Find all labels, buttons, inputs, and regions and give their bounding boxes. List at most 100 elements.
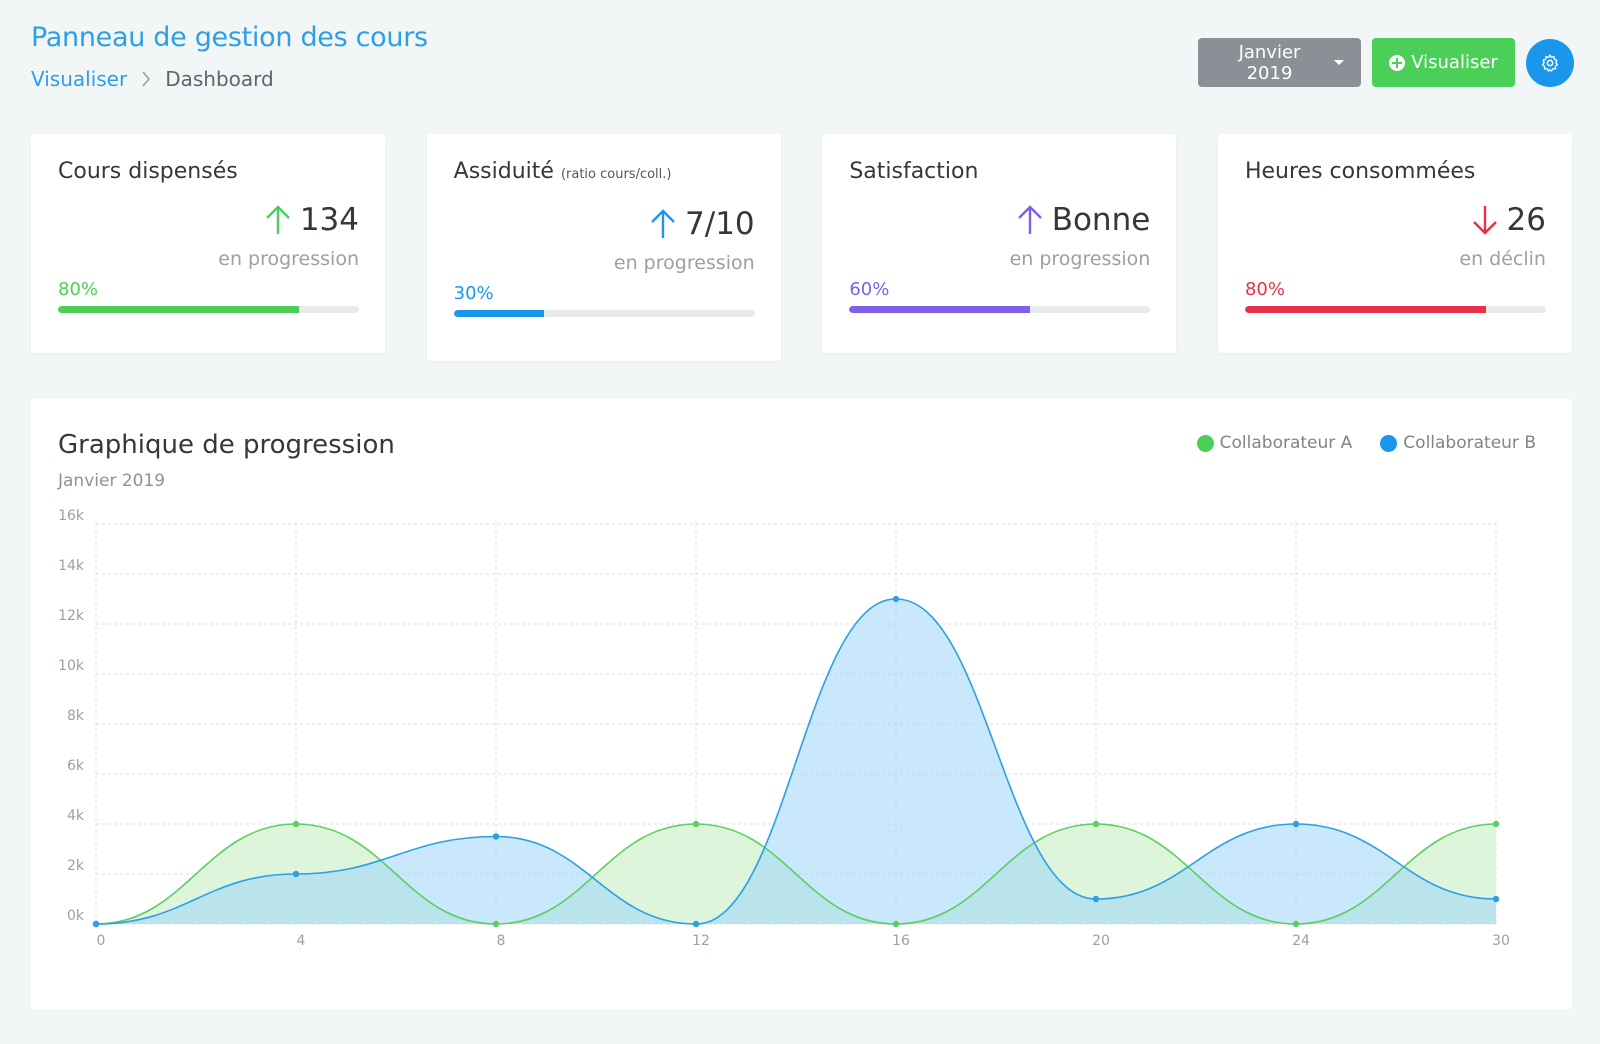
legend-dot-icon xyxy=(1196,434,1214,452)
series-line-b xyxy=(95,598,1497,925)
card-title: Satisfaction xyxy=(849,159,1150,184)
card-value-row: 134 xyxy=(58,202,359,238)
chart-legend: Collaborateur A Collaborateur B xyxy=(1196,433,1536,453)
y-tick-label: 16k xyxy=(58,508,85,524)
month-label: Janvier 2019 xyxy=(1238,41,1301,84)
stat-card-heures: Heures consommées 26 en déclin 80% xyxy=(1217,134,1572,353)
progress-bar xyxy=(453,310,755,317)
x-tick-label: 8 xyxy=(497,933,506,949)
progress-bar-fill xyxy=(453,310,544,317)
breadcrumb-current: Dashboard xyxy=(165,67,274,91)
data-point-b xyxy=(692,920,700,928)
card-title-text: Satisfaction xyxy=(849,159,979,184)
series-line-a xyxy=(95,823,1497,925)
data-point-b xyxy=(492,833,500,840)
data-point-b xyxy=(1292,820,1300,828)
progress-bar xyxy=(58,306,359,313)
progress-bar-fill xyxy=(1244,306,1486,313)
data-point-b xyxy=(92,920,100,928)
x-tick-label: 12 xyxy=(692,933,710,949)
page-header: Panneau de gestion des cours Visualiser … xyxy=(31,22,428,91)
card-percent: 80% xyxy=(1244,279,1285,300)
data-point-a xyxy=(292,820,300,828)
data-point-b xyxy=(292,870,300,878)
card-percent: 60% xyxy=(849,279,890,300)
y-tick-label: 12k xyxy=(58,608,85,624)
x-tick-label: 0 xyxy=(97,933,106,949)
card-title: Cours dispensés xyxy=(58,159,359,184)
arrow-up-icon xyxy=(264,204,292,236)
plus-circle-icon xyxy=(1389,54,1406,71)
y-tick-label: 4k xyxy=(67,808,85,824)
page-title: Panneau de gestion des cours xyxy=(31,22,428,53)
legend-item-collaborateur-b[interactable]: Collaborateur B xyxy=(1380,433,1536,453)
caret-down-icon xyxy=(1334,60,1344,65)
card-value: 134 xyxy=(299,202,359,238)
visualiser-button[interactable]: Visualiser xyxy=(1372,38,1515,87)
progress-bar-fill xyxy=(58,306,299,313)
card-title-note: (ratio cours/coll.) xyxy=(560,167,672,182)
arrow-up-icon xyxy=(649,208,677,240)
progression-chart: 0k 2k 4k 6k 8k 10k 12k 14k 16k 0 4 8 12 16 20 24 30 xyxy=(58,508,1510,949)
stat-card-satisfaction: Satisfaction Bonne en progression 60% xyxy=(822,134,1177,353)
data-point-a xyxy=(1092,820,1100,828)
x-tick-label: 20 xyxy=(1092,933,1110,949)
data-point-a xyxy=(692,820,700,828)
card-value: 7/10 xyxy=(685,206,755,242)
x-tick-label: 16 xyxy=(892,933,910,949)
breadcrumb-link-visualiser[interactable]: Visualiser xyxy=(31,67,128,91)
card-title: Heures consommées xyxy=(1245,159,1546,184)
chart-subtitle: Janvier 2019 xyxy=(58,471,166,491)
data-point-a xyxy=(892,920,900,928)
data-point-a xyxy=(492,920,500,928)
stat-cards: Cours dispensés 134 en progression 80% A… xyxy=(31,134,1572,361)
card-percent: 80% xyxy=(58,279,99,300)
card-trend-text: en progression xyxy=(1009,248,1151,270)
visualiser-label: Visualiser xyxy=(1411,52,1498,73)
card-title-text: Cours dispensés xyxy=(58,159,238,184)
settings-button[interactable] xyxy=(1526,38,1574,87)
month-dropdown-button[interactable]: Janvier 2019 xyxy=(1198,38,1361,87)
card-value-row: Bonne xyxy=(849,202,1150,238)
progress-bar xyxy=(849,306,1151,313)
card-value-row: 7/10 xyxy=(454,206,755,242)
y-tick-label: 14k xyxy=(58,558,85,574)
card-title-text: Heures consommées xyxy=(1244,159,1476,184)
legend-label: Collaborateur A xyxy=(1219,433,1353,453)
stat-card-assiduite: Assiduité (ratio cours/coll.) 7/10 en pr… xyxy=(426,134,781,361)
toolbar: Janvier 2019 Visualiser xyxy=(1198,38,1574,87)
legend-item-collaborateur-a[interactable]: Collaborateur A xyxy=(1196,433,1353,453)
data-point-a xyxy=(1292,920,1300,928)
card-value: 26 xyxy=(1506,202,1546,238)
y-tick-label: 0k xyxy=(67,908,85,924)
y-tick-label: 6k xyxy=(67,758,85,774)
gear-icon xyxy=(1540,53,1560,73)
legend-label: Collaborateur B xyxy=(1403,433,1536,453)
legend-dot-icon xyxy=(1380,434,1398,452)
card-trend-text: en progression xyxy=(613,252,755,274)
data-point-b xyxy=(892,595,900,603)
card-value-row: 26 xyxy=(1245,202,1546,238)
arrow-down-icon xyxy=(1471,204,1499,236)
y-tick-label: 8k xyxy=(67,708,85,724)
y-tick-label: 2k xyxy=(67,858,85,874)
card-trend-text: en déclin xyxy=(1459,248,1546,270)
stat-card-cours: Cours dispensés 134 en progression 80% xyxy=(31,134,385,353)
x-tick-label: 24 xyxy=(1292,933,1310,949)
card-title-text: Assiduité xyxy=(453,159,554,184)
progress-bar-fill xyxy=(849,306,1030,313)
breadcrumb: Visualiser Dashboard xyxy=(31,67,428,91)
card-percent: 30% xyxy=(453,283,494,304)
card-value: Bonne xyxy=(1051,202,1151,238)
data-point-b xyxy=(1092,895,1100,903)
card-trend-text: en progression xyxy=(218,248,359,270)
y-tick-label: 10k xyxy=(58,658,85,674)
chart-title: Graphique de progression xyxy=(58,430,395,460)
x-tick-label: 4 xyxy=(297,933,306,949)
data-point-a xyxy=(1492,820,1500,828)
chevron-right-icon xyxy=(141,71,151,87)
progress-bar xyxy=(1244,306,1546,313)
x-tick-label: 30 xyxy=(1492,933,1510,949)
arrow-up-icon xyxy=(1016,204,1044,236)
data-point-b xyxy=(1492,895,1500,903)
